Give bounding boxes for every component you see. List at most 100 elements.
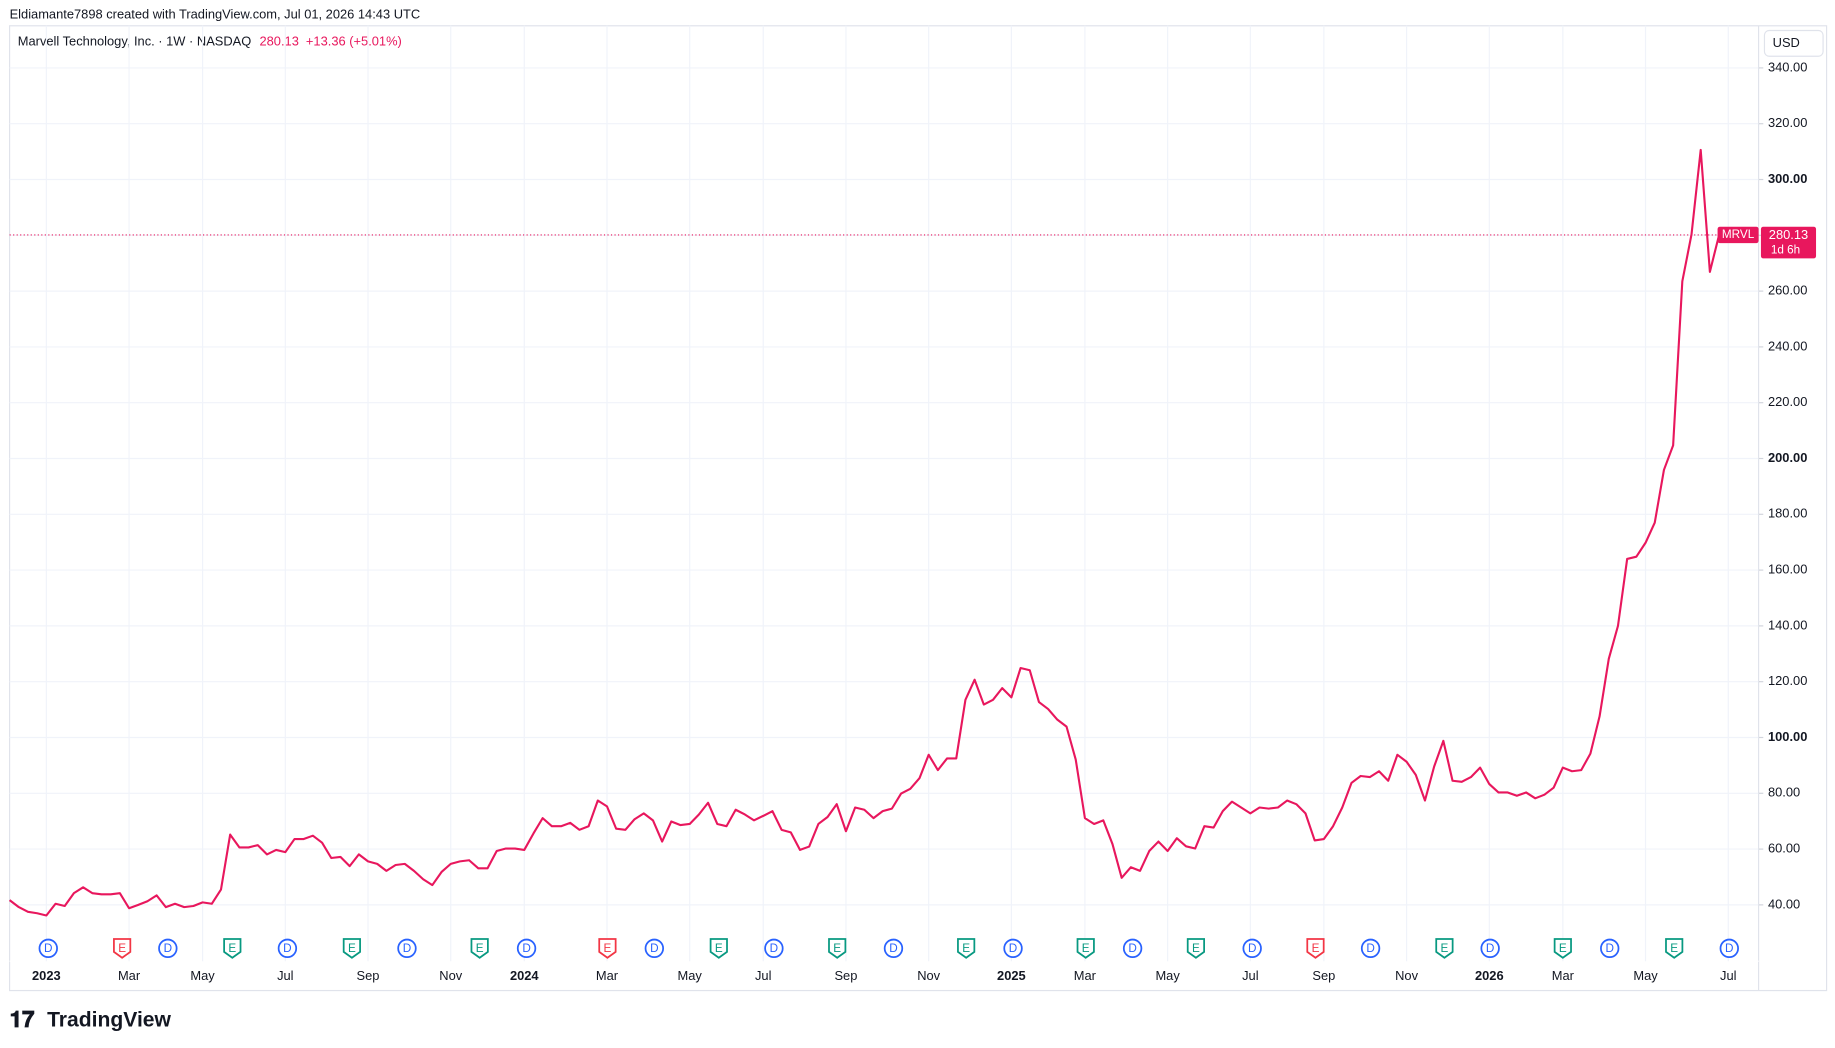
event-marker — [709, 938, 728, 959]
event-label: D — [1366, 942, 1374, 955]
event-marker — [1242, 938, 1262, 959]
event-marker — [470, 938, 489, 959]
x-tick-label: Mar — [596, 968, 619, 983]
y-tick-label: 320.00 — [1768, 115, 1807, 130]
x-tick-label: 2024 — [510, 968, 539, 983]
chart-frame — [8, 25, 1828, 992]
event-marker — [1480, 938, 1500, 959]
event-label: E — [1192, 942, 1200, 955]
event-label: E — [118, 942, 126, 955]
event-label: D — [650, 942, 658, 955]
attribution: Eldiamante7898 created with TradingView.… — [10, 7, 421, 22]
event-marker — [342, 938, 361, 959]
ticker-label: MRVL — [1722, 228, 1755, 241]
event-marker — [1435, 938, 1454, 959]
x-tick-label: Sep — [834, 968, 857, 983]
event-label: D — [1486, 942, 1494, 955]
event-label: D — [522, 942, 530, 955]
event-marker — [223, 938, 242, 959]
event-marker — [38, 938, 58, 959]
event-marker — [277, 938, 298, 959]
x-tick-label: Nov — [1395, 968, 1418, 983]
event-label: D — [1248, 942, 1256, 955]
price-tag-value: 280.13 — [1769, 227, 1808, 242]
event-label: E — [604, 942, 612, 955]
grid — [9, 25, 1759, 962]
y-tick-label: 200.00 — [1768, 450, 1807, 465]
event-label: E — [1082, 942, 1090, 955]
event-marker — [828, 938, 847, 959]
header-change: +13.36 (+5.01%) — [306, 34, 402, 49]
x-tick-label: Mar — [1552, 968, 1575, 983]
event-marker — [1186, 938, 1205, 959]
y-tick-label: 120.00 — [1768, 673, 1807, 688]
event-label: E — [1559, 942, 1567, 955]
event-marker — [1003, 938, 1023, 959]
y-tick-label: 60.00 — [1768, 840, 1800, 855]
logo-text: TradingView — [47, 1009, 171, 1032]
x-tick-label: Jul — [277, 968, 293, 983]
event-label: D — [1725, 942, 1733, 955]
event-marker — [764, 938, 784, 959]
event-label: E — [833, 942, 841, 955]
x-tick-label: Jul — [1242, 968, 1258, 983]
currency[interactable]: USD — [1773, 35, 1800, 50]
event-label: D — [44, 942, 52, 955]
x-tick-label: May — [190, 968, 215, 983]
x-tick-label: Nov — [917, 968, 940, 983]
event-marker — [397, 938, 417, 959]
event-marker — [883, 938, 904, 959]
event-marker — [516, 938, 537, 959]
event-label: E — [348, 942, 356, 955]
x-tick-label: Mar — [1074, 968, 1097, 983]
event-label: D — [1009, 942, 1017, 955]
y-tick-label: 160.00 — [1768, 562, 1807, 577]
event-label: E — [228, 942, 236, 955]
event-marker — [158, 938, 178, 959]
y-tick-label: 220.00 — [1768, 394, 1807, 409]
y-tick-label: 260.00 — [1768, 283, 1807, 298]
event-marker — [644, 938, 664, 959]
logo-mark: 𝟏𝟕 — [10, 1007, 35, 1032]
symbol: Marvell Technology, Inc. · 1W · NASDAQ — [18, 34, 252, 49]
x-tick-label: 2025 — [997, 968, 1026, 983]
y-tick-label: 180.00 — [1768, 506, 1807, 521]
x-tick-label: May — [1633, 968, 1658, 983]
event-label: D — [889, 942, 897, 955]
event-marker — [1360, 938, 1381, 959]
event-marker — [1306, 938, 1325, 959]
x-tick-label: 2023 — [32, 968, 61, 983]
y-tick-label: 140.00 — [1768, 617, 1807, 632]
x-tick-label: Sep — [1312, 968, 1335, 983]
x-tick-label: 2026 — [1475, 968, 1504, 983]
event-marker — [598, 938, 617, 959]
x-tick-label: Mar — [118, 968, 141, 983]
event-marker — [113, 938, 132, 959]
logo: 𝟏𝟕 TradingView — [10, 1007, 172, 1032]
currency-button[interactable] — [1763, 29, 1824, 57]
event-label: E — [1312, 942, 1320, 955]
event-marker — [1553, 938, 1572, 959]
x-tick-label: May — [1155, 968, 1180, 983]
event-marker — [957, 938, 976, 959]
event-marker — [1719, 938, 1739, 959]
event-label: D — [164, 942, 172, 955]
header-price: 280.13 — [259, 34, 298, 49]
event-label: D — [403, 942, 411, 955]
event-marker — [1122, 938, 1143, 959]
event-label: E — [715, 942, 723, 955]
event-label: E — [476, 942, 484, 955]
price-tag — [1760, 226, 1817, 259]
y-tick-label: 40.00 — [1768, 896, 1800, 911]
y-tick-label: 300.00 — [1768, 171, 1807, 186]
ticker-tag — [1717, 226, 1759, 244]
x-tick-label: Jul — [1720, 968, 1736, 983]
event-label: D — [770, 942, 778, 955]
event-marker — [1600, 938, 1620, 959]
event-label: D — [1128, 942, 1136, 955]
event-marker — [1076, 938, 1095, 959]
event-label: D — [283, 942, 291, 955]
price-tag-countdown: 1d 6h — [1771, 243, 1800, 256]
